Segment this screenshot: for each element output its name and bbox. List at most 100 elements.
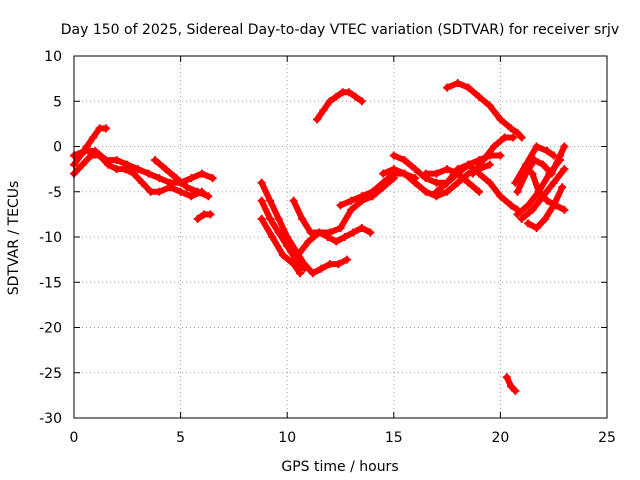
y-tick-label: -30 (39, 411, 62, 427)
y-tick-label: -20 (39, 321, 62, 337)
data-point (89, 133, 98, 142)
series-trace (71, 152, 205, 200)
data-point (541, 214, 550, 223)
data-point (485, 160, 494, 169)
data-point (289, 196, 298, 205)
data-point (511, 386, 520, 395)
data-point (524, 219, 533, 228)
data-point (432, 169, 441, 178)
data-point (325, 97, 334, 106)
data-point (528, 205, 537, 214)
y-tick-label: 10 (44, 49, 62, 65)
data-point (257, 196, 266, 205)
series-track-9 (289, 196, 375, 246)
x-tick-label: 15 (385, 430, 403, 446)
data-point (325, 260, 334, 269)
data-point (558, 183, 567, 192)
data-point (560, 205, 569, 214)
data-point (560, 142, 569, 151)
data-point (266, 214, 275, 223)
data-point (325, 228, 334, 237)
data-point (121, 165, 130, 174)
data-point (532, 223, 541, 232)
data-point (144, 169, 153, 178)
series-trace (290, 197, 374, 245)
data-point (556, 156, 565, 165)
series-track-24 (528, 169, 569, 214)
y-tick-label: -5 (48, 185, 62, 201)
data-point (204, 192, 213, 201)
data-point (475, 187, 484, 196)
series-track-7 (257, 196, 309, 273)
data-point (453, 79, 462, 88)
data-point (176, 187, 185, 196)
data-point (490, 142, 499, 151)
data-point (524, 201, 533, 210)
data-point (560, 165, 569, 174)
series-track-4 (151, 156, 213, 201)
series-trace (294, 175, 397, 259)
data-point (507, 124, 516, 133)
data-point (313, 115, 322, 124)
data-point (502, 373, 511, 382)
data-point (479, 156, 488, 165)
data-point (347, 196, 356, 205)
data-point (507, 382, 516, 391)
data-point (485, 101, 494, 110)
data-point (95, 151, 104, 160)
data-point (534, 187, 543, 196)
data-point (112, 156, 121, 165)
data-series (70, 79, 569, 395)
x-tick-label: 25 (598, 430, 616, 446)
y-tick-label: -10 (39, 230, 62, 246)
series-track-3 (70, 124, 110, 169)
data-point (532, 142, 541, 151)
data-point (349, 228, 358, 237)
data-point (298, 214, 307, 223)
data-point (549, 151, 558, 160)
data-point (193, 214, 202, 223)
data-point (475, 92, 484, 101)
series-track-1 (70, 147, 217, 187)
axis-ticks: 0 5 10 15 20 25 -30 -25 -20 -15 -10 -5 0 5 10 (39, 49, 616, 446)
data-point (551, 201, 560, 210)
data-point (193, 187, 202, 196)
data-point (464, 160, 473, 169)
data-point (151, 156, 160, 165)
data-point (379, 178, 388, 187)
data-point (357, 223, 366, 232)
data-point (306, 228, 315, 237)
data-point (517, 214, 526, 223)
data-point (129, 169, 138, 178)
data-point (453, 178, 462, 187)
y-tick-label: -25 (39, 366, 62, 382)
data-point (187, 192, 196, 201)
data-point (511, 178, 520, 187)
data-point (543, 196, 552, 205)
data-point (496, 151, 505, 160)
data-point (389, 165, 398, 174)
data-point (464, 83, 473, 92)
data-point (304, 237, 313, 246)
data-point (133, 165, 142, 174)
data-point (545, 169, 554, 178)
data-point (400, 156, 409, 165)
data-point (87, 151, 96, 160)
data-point (76, 151, 85, 160)
data-point (513, 187, 522, 196)
data-point (443, 178, 452, 187)
data-point (208, 174, 217, 183)
data-point (187, 174, 196, 183)
data-point (347, 205, 356, 214)
data-point (138, 178, 147, 187)
data-point (543, 147, 552, 156)
data-point (295, 269, 304, 278)
data-point (500, 133, 509, 142)
data-point (146, 187, 155, 196)
data-point (496, 115, 505, 124)
data-point (539, 160, 548, 169)
y-tick-label: 0 (53, 140, 62, 156)
series-track-19 (502, 373, 520, 395)
data-point (300, 264, 309, 273)
